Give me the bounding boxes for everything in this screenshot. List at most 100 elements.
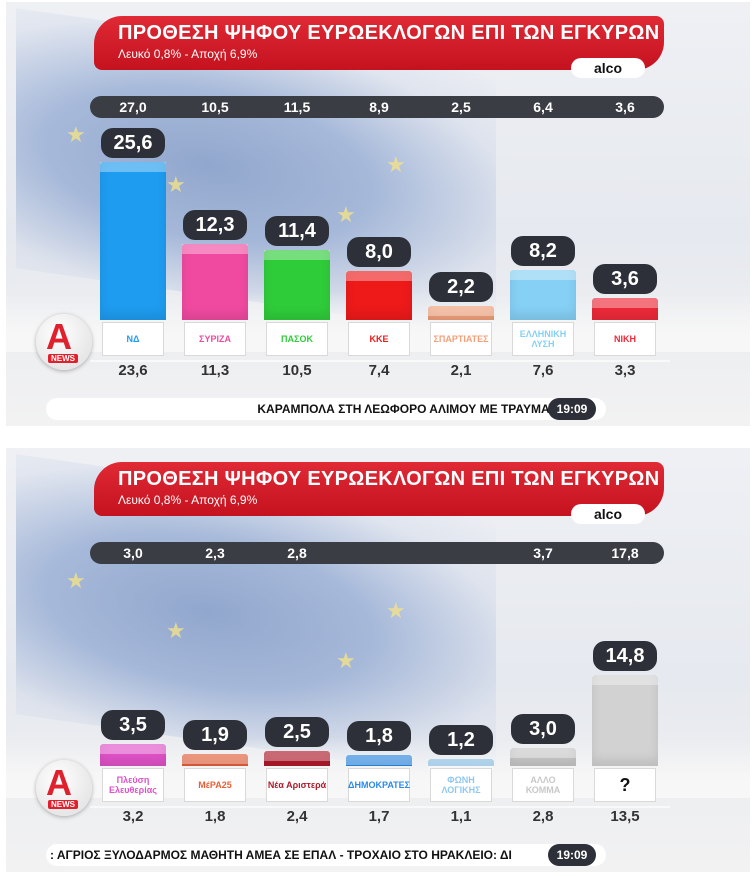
bar-value-label: 8,0 <box>347 236 411 267</box>
bottom-chart-panel: ★ ★ ★ ★ ΠΡΟΘΕΣΗ ΨΗΦΟΥ ΕΥΡΩΕΚΛΟΓΩΝ ΕΠΙ ΤΩ… <box>6 448 750 872</box>
bar <box>592 674 658 766</box>
channel-logo: A NEWS <box>36 760 92 816</box>
bottom-value: 10,5 <box>282 362 312 379</box>
bar <box>346 754 412 766</box>
party-logo: ΣΠΑΡΤΙΑΤΕΣ <box>430 322 492 356</box>
bar <box>182 754 248 766</box>
bar <box>264 249 330 320</box>
title-banner: ΠΡΟΘΕΣΗ ΨΗΦΟΥ ΕΥΡΩΕΚΛΟΓΩΝ ΕΠΙ ΤΩΝ ΕΓΚΥΡΩ… <box>94 462 664 516</box>
bar <box>182 244 248 320</box>
bar <box>428 306 494 320</box>
channel-logo-tag: NEWS <box>48 354 78 363</box>
news-ticker: : ΑΓΡΙΟΣ ΞΥΛΟΔΑΡΜΟΣ ΜΑΘΗΤΗ ΑΜΕΑ ΣΕ ΕΠΑΛ … <box>46 844 606 866</box>
bottom-value: 3,2 <box>122 808 144 825</box>
party-logo: ΝΔ <box>102 322 164 356</box>
bar-value-label: 1,9 <box>183 720 247 751</box>
source-badge: alco <box>571 504 645 524</box>
bottom-value: 1,8 <box>204 808 226 825</box>
bar-value-label: 25,6 <box>101 128 165 159</box>
chart-subtitle: Λευκό 0,8% - Αποχή 6,9% <box>118 47 258 61</box>
party-logo: Πλεύση Ελευθερίας <box>102 768 164 802</box>
party-logo: Νέα Αριστερά <box>266 768 328 802</box>
previous-value: 6,4 <box>533 99 553 115</box>
bar <box>100 744 166 766</box>
previous-values-strip: 3,0 2,3 2,8 3,7 17,8 <box>90 542 664 564</box>
bar-value-label: 1,8 <box>347 720 411 751</box>
previous-value: 3,6 <box>615 99 635 115</box>
bottom-value: 11,3 <box>200 362 230 379</box>
party-logo: ΕΛΛΗΝΙΚΗ ΛΥΣΗ <box>512 322 574 356</box>
bar-value-label: 8,2 <box>511 235 575 266</box>
chart-baseline <box>90 806 670 808</box>
clock: 19:09 <box>548 844 596 866</box>
star-icon: ★ <box>66 122 86 147</box>
previous-value: 2,5 <box>451 99 471 115</box>
news-ticker: ΚΑΡΑΜΠΟΛΑ ΣΤΗ ΛΕΩΦΟΡΟ ΑΛΙΜΟΥ ΜΕ ΤΡΑΥΜΑΤ <box>46 398 606 420</box>
party-logo: ? <box>594 768 656 802</box>
chart-title: ΠΡΟΘΕΣΗ ΨΗΦΟΥ ΕΥΡΩΕΚΛΟΓΩΝ ΕΠΙ ΤΩΝ ΕΓΚΥΡΩ… <box>118 22 660 44</box>
bottom-value: 23,6 <box>118 362 148 379</box>
bottom-value: 2,4 <box>286 808 308 825</box>
bar-value-label: 2,5 <box>265 716 329 747</box>
bar <box>592 297 658 320</box>
bar <box>510 747 576 766</box>
previous-value: 8,9 <box>369 99 389 115</box>
bar-value-label: 1,2 <box>429 724 493 755</box>
bottom-value: 3,3 <box>614 362 636 379</box>
previous-value: 2,3 <box>205 545 225 561</box>
party-logo: ΑΛΛΟ ΚΟΜΜΑ <box>512 768 574 802</box>
previous-value: 2,8 <box>287 545 307 561</box>
bar-value-label: 14,8 <box>593 640 657 671</box>
bar-value-label: 3,6 <box>593 263 657 294</box>
bottom-value: 7,6 <box>532 362 554 379</box>
previous-value: 3,0 <box>123 545 143 561</box>
channel-logo-letter: A <box>46 762 72 803</box>
party-logo: ΔΗΜΟΚΡΑΤΕΣ <box>348 768 410 802</box>
bottom-value: 1,1 <box>450 808 472 825</box>
star-icon: ★ <box>166 618 186 643</box>
source-badge: alco <box>571 58 645 78</box>
channel-logo-tag: NEWS <box>48 800 78 809</box>
bar <box>510 269 576 320</box>
bar-value-label: 2,2 <box>429 272 493 303</box>
star-icon: ★ <box>66 568 86 593</box>
previous-value: 27,0 <box>119 99 147 115</box>
top-chart-panel: ★ ★ ★ ★ ΠΡΟΘΕΣΗ ΨΗΦΟΥ ΕΥΡΩΕΚΛΟΓΩΝ ΕΠΙ ΤΩ… <box>6 2 750 426</box>
star-icon: ★ <box>166 172 186 197</box>
party-logo: ΜέΡΑ25 <box>184 768 246 802</box>
party-logo: ΦΩΝΗ ΛΟΓΙΚΗΣ <box>430 768 492 802</box>
star-icon: ★ <box>336 202 356 227</box>
bar <box>264 750 330 766</box>
bar-value-label: 3,0 <box>511 713 575 744</box>
party-logo: ΠΑΣΟΚ <box>266 322 328 356</box>
chart-baseline <box>90 360 670 362</box>
channel-logo: A NEWS <box>36 314 92 370</box>
channel-logo-letter: A <box>46 316 72 357</box>
bottom-value: 1,7 <box>368 808 390 825</box>
bottom-value: 13,5 <box>610 808 640 825</box>
bar-value-label: 11,4 <box>265 215 329 246</box>
party-logo: ΝΙΚΗ <box>594 322 656 356</box>
bottom-value: 7,4 <box>368 362 390 379</box>
title-banner: ΠΡΟΘΕΣΗ ΨΗΦΟΥ ΕΥΡΩΕΚΛΟΓΩΝ ΕΠΙ ΤΩΝ ΕΓΚΥΡΩ… <box>94 16 664 70</box>
previous-value: 17,8 <box>611 545 639 561</box>
chart-subtitle: Λευκό 0,8% - Αποχή 6,9% <box>118 493 258 507</box>
bottom-value: 2,8 <box>532 808 554 825</box>
previous-value: 3,7 <box>533 545 553 561</box>
previous-value: 10,5 <box>201 99 229 115</box>
star-icon: ★ <box>386 598 406 623</box>
bar-value-label: 12,3 <box>183 210 247 241</box>
star-icon: ★ <box>336 648 356 673</box>
party-logo: ΚΚΕ <box>348 322 410 356</box>
chart-title: ΠΡΟΘΕΣΗ ΨΗΦΟΥ ΕΥΡΩΕΚΛΟΓΩΝ ΕΠΙ ΤΩΝ ΕΓΚΥΡΩ… <box>118 468 660 490</box>
clock: 19:09 <box>548 398 596 420</box>
bar-value-label: 3,5 <box>101 710 165 741</box>
star-icon: ★ <box>386 152 406 177</box>
previous-value: 11,5 <box>283 99 311 115</box>
bottom-value: 2,1 <box>450 362 472 379</box>
previous-values-strip: 27,0 10,5 11,5 8,9 2,5 6,4 3,6 <box>90 96 664 118</box>
bar <box>100 162 166 320</box>
bar <box>346 270 412 320</box>
party-logo: ΣΥΡΙΖΑ <box>184 322 246 356</box>
bar <box>428 758 494 769</box>
